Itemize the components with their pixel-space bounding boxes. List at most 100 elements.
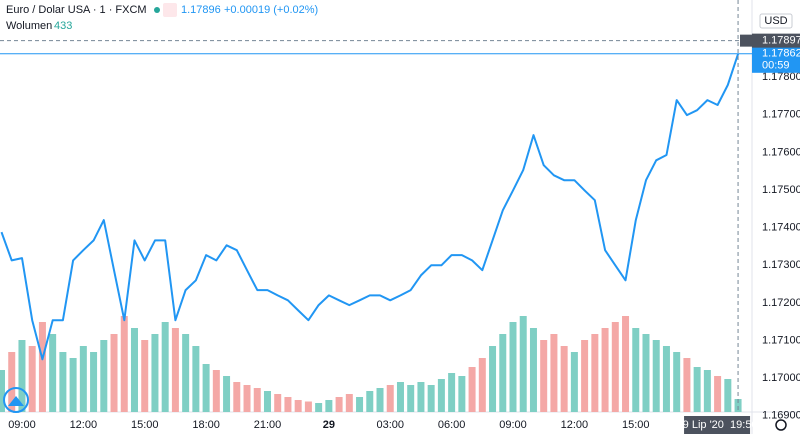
volume-bar [417,382,425,412]
volume-bar [540,340,548,412]
volume-bar [611,322,619,412]
logo [8,396,24,406]
y-tick-label: 1.17300 [762,259,800,271]
last-price-tag [752,46,800,73]
volume-bar [622,316,630,412]
volume-bar [233,382,241,412]
market-open-dot [154,7,160,13]
countdown: 00:59 [762,60,790,72]
volume-bar [356,397,364,412]
volume-bar [509,322,517,412]
volume-bar [253,388,261,412]
volume-bar [376,388,384,412]
volume-bar [519,316,527,412]
volume-bar [550,334,558,412]
volume-bar [79,346,87,412]
volume-bar [202,364,210,412]
y-tick-label: 1.17500 [762,184,800,196]
currency-box[interactable] [759,13,793,29]
volume-bar [396,382,404,412]
crosshair-time-tag [684,416,751,434]
volume-bar [499,334,507,412]
volume-bar [59,352,67,412]
volume-bar [724,379,732,412]
volume-bar [284,397,292,412]
x-tick-label: 09:00 [499,419,527,431]
volume-bar [703,370,711,412]
y-tick-label: 1.17100 [762,334,800,346]
y-tick-label: 1.17400 [762,222,800,234]
volume-bar [683,358,691,412]
volume-bar [407,385,415,412]
volume-bar [304,401,312,412]
volume-bar [130,328,138,412]
volume-bar [90,352,98,412]
y-tick-label: 1.17200 [762,297,800,309]
volume-bar [570,352,578,412]
volume-bar [581,340,589,412]
volume-bar [182,334,190,412]
volume-bar [263,391,271,412]
volume-bar [468,367,476,412]
volume-bar [386,385,394,412]
volume-bar [427,385,435,412]
volume-bar [560,346,568,412]
crosshair-time-label: 29 Lip '20 19:50 [677,419,758,431]
volume-bar [49,334,57,412]
volume-bar [478,358,486,412]
volume-legend: Wolumen [6,20,52,32]
volume-bar [489,346,497,412]
x-tick-label: 12:00 [70,419,98,431]
x-tick-label: 09:00 [8,419,36,431]
volume-bar [714,376,722,412]
x-tick-label: 03:00 [376,419,404,431]
volume-bar [458,376,466,412]
volume-bar [110,334,118,412]
volume-last: 433 [54,20,72,32]
volume-bar [223,376,231,412]
volume-bar [28,346,36,412]
add-button[interactable] [740,34,752,47]
y-tick-label: 1.17700 [762,109,800,121]
x-tick-label: 15:00 [131,419,159,431]
volume-bar [0,370,5,412]
symbol-title: Euro / Dolar USA · 1 · FXCM [6,4,147,16]
volume-bar [151,334,159,412]
last-price-tag-label: 1.17862 [762,48,800,60]
y-tick-label: 1.17000 [762,372,800,384]
volume-bar [212,370,220,412]
volume-bar [243,385,251,412]
price-line [0,53,740,361]
volume-bar [662,346,670,412]
volume-bar [693,367,701,412]
volume-bar [734,399,742,412]
volume-bar [120,316,128,412]
volume-bar [335,397,343,412]
y-tick-label: 1.17600 [762,146,800,158]
volume-bar [274,394,282,412]
x-tick-label: 21:00 [254,419,282,431]
y-tick-label: 1.17800 [762,71,800,83]
volume-bar [38,322,46,412]
volume-bar [325,400,333,412]
volume-bar [448,373,456,412]
last-price: 1.17896 [181,4,221,16]
x-tick-label: 06:00 [438,419,466,431]
volume-bar [652,340,660,412]
plot-area [0,53,752,412]
volume-bar [591,334,599,412]
crosshair-price-tag [752,33,800,48]
volume-bar [642,334,650,412]
currency: USD [764,15,787,27]
volume-bar [366,391,374,412]
y-tick-label: 1.16900 [762,410,800,422]
volume-bar [673,352,681,412]
settings-icon[interactable] [775,419,787,431]
crosshair-price-label: 1.17897 [762,35,800,47]
volume-bar [632,328,640,412]
x-tick-label: 12:00 [561,419,589,431]
volume-bar [529,328,537,412]
volume-bar [437,379,445,412]
